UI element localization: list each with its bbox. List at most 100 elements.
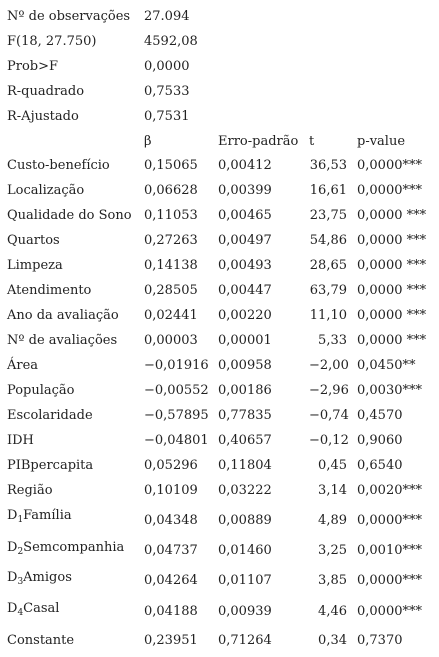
variable-name: Custo-benefício xyxy=(7,158,110,173)
dummy-index: 1 xyxy=(17,515,24,525)
dummy-letter: D xyxy=(7,508,18,523)
t-number: 4,89 xyxy=(318,513,347,528)
variable-name: Localização xyxy=(7,183,85,198)
summary-value: 4592,08 xyxy=(144,34,198,49)
beta-value: 0,23951 xyxy=(144,633,198,648)
beta-value: 0,04188 xyxy=(144,604,198,619)
se-value: 0,77835 xyxy=(218,408,272,423)
summary-value: 0,7533 xyxy=(144,84,190,99)
t-number: −2,96 xyxy=(309,383,349,398)
variable-name: Qualidade do Sono xyxy=(7,208,132,223)
variable-name: D3Amigos xyxy=(7,568,72,588)
se-value: 0,00465 xyxy=(218,208,272,223)
t-number: 23,75 xyxy=(309,208,347,223)
se-value: 0,00493 xyxy=(218,258,272,273)
t-value: 3,85 xyxy=(309,571,347,591)
se-value: 0,00186 xyxy=(218,383,272,398)
header-p-value: p-value xyxy=(357,134,406,149)
p-value: 0,0000*** xyxy=(357,513,422,528)
beta-value: −0,57895 xyxy=(144,408,209,423)
t-number: 0,45 xyxy=(318,458,347,473)
beta-value: 0,11053 xyxy=(144,208,198,223)
se-value: 0,00001 xyxy=(218,333,272,348)
summary-label: Nº de observações xyxy=(7,9,131,24)
variable-name: Área xyxy=(7,358,39,373)
p-value: 0,7370 xyxy=(357,633,403,648)
variable-name: Constante xyxy=(7,633,75,648)
summary-label: R-quadrado xyxy=(7,84,85,99)
se-value: 0,00939 xyxy=(218,604,272,619)
t-value: 3,25 xyxy=(309,541,347,561)
p-value: 0,0000*** xyxy=(357,604,422,619)
dummy-letter: D xyxy=(7,601,18,616)
t-number: 28,65 xyxy=(309,258,347,273)
p-value: 0,0030*** xyxy=(357,383,422,398)
t-number: −0,12 xyxy=(309,433,349,448)
variable-name: Atendimento xyxy=(7,283,92,298)
beta-value: 0,15065 xyxy=(144,158,198,173)
t-number: 36,53 xyxy=(309,158,347,173)
summary-value: 0,7531 xyxy=(144,109,190,124)
dummy-index: 4 xyxy=(17,608,24,618)
p-value: 0,4570 xyxy=(357,408,403,423)
beta-value: 0,06628 xyxy=(144,183,198,198)
se-value: 0,00412 xyxy=(218,158,272,173)
p-value: 0,6540 xyxy=(357,458,403,473)
t-value: 54,86 xyxy=(309,231,347,251)
variable-name: Quartos xyxy=(7,233,60,248)
t-value: 0,45 xyxy=(309,456,347,476)
t-value: 4,89 xyxy=(309,511,347,531)
beta-value: 0,04348 xyxy=(144,513,198,528)
header-standard-error: Erro-padrão xyxy=(218,134,299,149)
t-value: −0,12 xyxy=(309,431,349,451)
se-value: 0,01107 xyxy=(218,573,272,588)
t-number: −2,00 xyxy=(309,358,349,373)
beta-value: 0,02441 xyxy=(144,308,198,323)
t-number: 4,46 xyxy=(318,604,347,619)
p-value: 0,0000 *** xyxy=(357,233,427,248)
summary-label: F(18, 27.750) xyxy=(7,34,97,49)
beta-value: −0,04801 xyxy=(144,433,209,448)
t-value: 28,65 xyxy=(309,256,347,276)
variable-name: IDH xyxy=(7,433,34,448)
t-value: 63,79 xyxy=(309,281,347,301)
dummy-category: Casal xyxy=(23,601,60,616)
p-value: 0,0000*** xyxy=(357,158,422,173)
se-value: 0,71264 xyxy=(218,633,272,648)
dummy-category: Família xyxy=(23,508,72,523)
t-value: 5,33 xyxy=(309,331,347,351)
se-value: 0,01460 xyxy=(218,543,272,558)
header-beta: β xyxy=(144,134,152,149)
variable-name: Região xyxy=(7,483,53,498)
t-number: 3,85 xyxy=(318,573,347,588)
t-number: 3,25 xyxy=(318,543,347,558)
summary-label: Prob>F xyxy=(7,59,59,74)
t-number: 11,10 xyxy=(309,308,347,323)
t-number: 5,33 xyxy=(318,333,347,348)
se-value: 0,00399 xyxy=(218,183,272,198)
variable-name: D2Semcompanhia xyxy=(7,538,124,558)
t-value: 4,46 xyxy=(309,602,347,622)
p-value: 0,9060 xyxy=(357,433,403,448)
t-value: 0,34 xyxy=(309,631,347,651)
p-value: 0,0000*** xyxy=(357,183,422,198)
se-value: 0,40657 xyxy=(218,433,272,448)
variable-name: População xyxy=(7,383,75,398)
p-value: 0,0010*** xyxy=(357,543,422,558)
t-number: 63,79 xyxy=(309,283,347,298)
se-value: 0,00497 xyxy=(218,233,272,248)
se-value: 0,00889 xyxy=(218,513,272,528)
t-number: 54,86 xyxy=(309,233,347,248)
p-value: 0,0000 *** xyxy=(357,258,427,273)
t-number: 0,34 xyxy=(318,633,347,648)
t-value: 3,14 xyxy=(309,481,347,501)
summary-value: 0,0000 xyxy=(144,59,190,74)
t-value: 36,53 xyxy=(309,156,347,176)
se-value: 0,00447 xyxy=(218,283,272,298)
t-number: −0,74 xyxy=(309,408,349,423)
summary-label: R-Ajustado xyxy=(7,109,79,124)
dummy-letter: D xyxy=(7,540,18,555)
se-value: 0,11804 xyxy=(218,458,272,473)
variable-name: Limpeza xyxy=(7,258,63,273)
